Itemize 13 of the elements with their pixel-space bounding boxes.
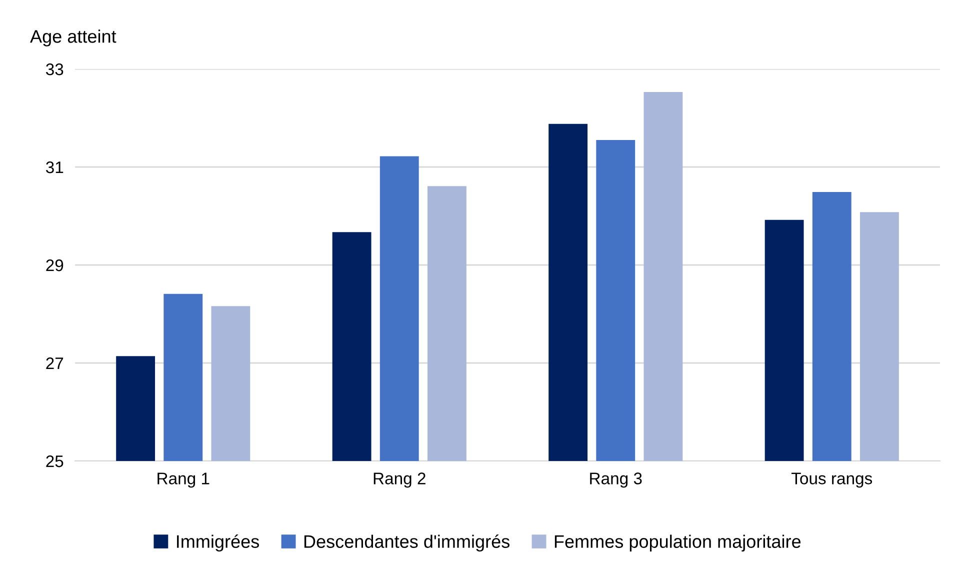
legend-label: Femmes population majoritaire xyxy=(554,534,801,552)
y-tick-label: 31 xyxy=(46,161,64,174)
legend-label: Immigrées xyxy=(177,534,259,552)
y-tick-label: 27 xyxy=(46,357,64,370)
y-axis-title: Age atteint xyxy=(30,30,116,46)
y-tick-label: 29 xyxy=(46,259,64,272)
x-tick-label: Tous rangs xyxy=(791,472,872,488)
y-tick-label: 25 xyxy=(46,455,64,468)
x-tick-label: Rang 2 xyxy=(374,472,426,488)
x-tick-label: Rang 1 xyxy=(158,472,210,488)
y-tick-label: 33 xyxy=(46,63,64,76)
legend-label: Descendantes d'immigrés xyxy=(304,534,510,552)
x-tick-label: Rang 3 xyxy=(590,472,642,488)
